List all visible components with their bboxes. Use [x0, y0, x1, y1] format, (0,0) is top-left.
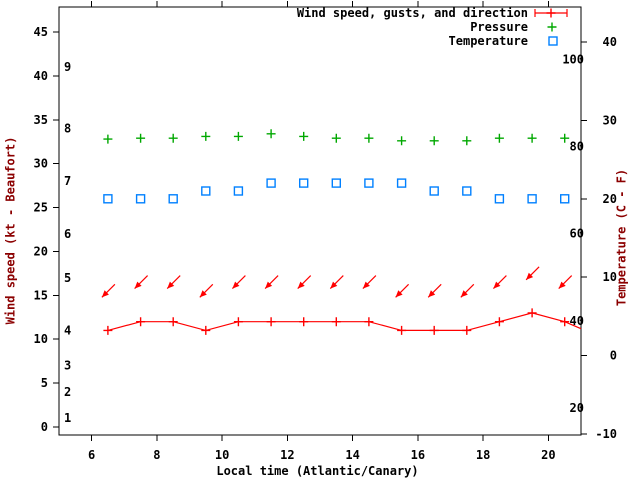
x-tick-label: 18	[476, 448, 490, 462]
fahrenheit-label: 60	[570, 227, 584, 241]
kt-tick-label: 15	[34, 288, 48, 302]
fahrenheit-label: 100	[562, 52, 584, 66]
fahrenheit-label: 40	[570, 314, 584, 328]
beaufort-label: 2	[64, 385, 71, 399]
left-axis-ticks-kt: 0 5 10 15 20 25 30 35 40 45	[34, 25, 59, 434]
celsius-tick-label: -10	[595, 427, 617, 441]
legend-entry-pressure: Pressure	[470, 20, 528, 34]
legend-sample-pressure	[547, 22, 557, 32]
beaufort-label: 1	[64, 411, 71, 425]
x-tick-label: 16	[411, 448, 425, 462]
right-axis-labels-fahrenheit: 20 40 60 80 100	[562, 52, 584, 415]
plot-border	[58, 6, 582, 436]
kt-tick-label: 25	[34, 201, 48, 215]
legend-sample-temperature	[548, 36, 558, 46]
x-tick-label: 20	[541, 448, 555, 462]
y-axis-label-right: Temperature (C - F)	[614, 168, 629, 307]
left-axis-labels-beaufort: 1 2 3 4 5 6 7 8 9	[64, 60, 71, 425]
kt-tick-label: 30	[34, 157, 48, 171]
celsius-tick-label: 0	[610, 349, 617, 363]
temperature-points	[103, 178, 570, 204]
x-tick-label: 10	[215, 448, 229, 462]
fahrenheit-label: 80	[570, 140, 584, 154]
beaufort-label: 5	[64, 271, 71, 285]
x-tick-label: 6	[88, 448, 95, 462]
legend-entry-temperature: Temperature	[448, 34, 528, 48]
x-tick-label: 12	[280, 448, 294, 462]
beaufort-label: 7	[64, 174, 71, 188]
beaufort-label: 8	[64, 122, 71, 136]
beaufort-label: 4	[64, 323, 71, 337]
kt-tick-label: 5	[41, 376, 48, 390]
x-axis-label: Local time (Atlantic/Canary)	[216, 464, 419, 478]
kt-tick-label: 20	[34, 244, 48, 258]
legend-entry-wind: Wind speed, gusts, and direction	[296, 6, 528, 20]
fahrenheit-label: 20	[570, 401, 584, 415]
right-axis-ticks-celsius: -10 0 10 20 30 40	[581, 35, 617, 441]
celsius-tick-label: 20	[603, 192, 617, 206]
beaufort-label: 9	[64, 60, 71, 74]
kt-tick-label: 10	[34, 332, 48, 346]
celsius-tick-label: 40	[603, 35, 617, 49]
celsius-tick-label: 10	[603, 270, 617, 284]
legend-samples	[534, 8, 568, 46]
x-axis-ticks: 6 8 10 12 14 16 18 20	[88, 1, 556, 462]
y-axis-label-left: Wind speed (kt - Beaufort)	[3, 136, 18, 325]
kt-tick-label: 40	[34, 69, 48, 83]
beaufort-label: 3	[64, 359, 71, 373]
legend-sample-wind	[534, 8, 568, 18]
wind-speed-series	[103, 308, 582, 335]
kt-tick-label: 0	[41, 420, 48, 434]
celsius-tick-label: 30	[603, 113, 617, 127]
kt-tick-label: 45	[34, 25, 48, 39]
beaufort-label: 6	[64, 227, 71, 241]
kt-tick-label: 35	[34, 113, 48, 127]
x-tick-label: 14	[345, 448, 359, 462]
x-tick-label: 8	[153, 448, 160, 462]
wind-direction-arrows	[101, 266, 573, 298]
pressure-points	[103, 129, 570, 146]
